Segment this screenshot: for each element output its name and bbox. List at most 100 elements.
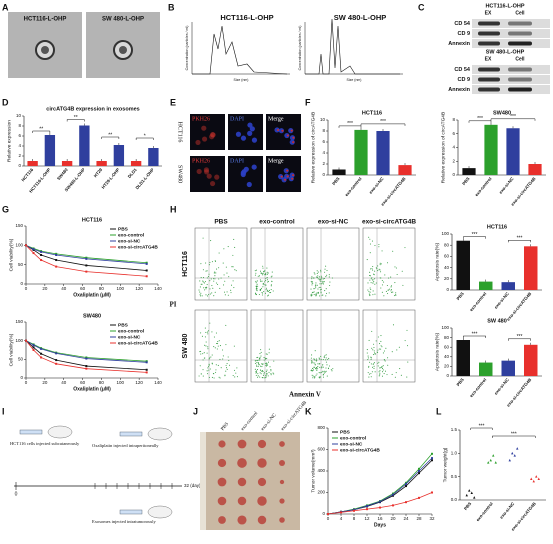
event bbox=[310, 370, 312, 372]
event bbox=[263, 373, 265, 375]
point bbox=[85, 357, 88, 360]
y-tick-label: 0 bbox=[446, 373, 449, 378]
event bbox=[224, 280, 226, 282]
event bbox=[258, 275, 261, 277]
event bbox=[310, 294, 312, 296]
column-label: PKH26 bbox=[192, 116, 210, 122]
event bbox=[319, 278, 322, 280]
tumor bbox=[217, 477, 227, 487]
y-axis-label: PI bbox=[170, 301, 177, 309]
panel-letter: G bbox=[2, 204, 9, 214]
y-tick-label: 6 bbox=[452, 131, 455, 136]
event bbox=[381, 346, 383, 348]
column-label: exo-control bbox=[241, 411, 260, 432]
event bbox=[382, 365, 384, 367]
cell bbox=[201, 125, 207, 131]
event bbox=[201, 283, 203, 285]
flow-plot bbox=[250, 309, 304, 383]
x-tick-label: 0 bbox=[25, 380, 28, 385]
event bbox=[265, 279, 267, 282]
event bbox=[204, 344, 206, 346]
cell bbox=[201, 136, 208, 142]
event bbox=[266, 271, 268, 273]
event bbox=[257, 360, 259, 362]
event bbox=[313, 291, 315, 293]
event bbox=[211, 376, 213, 379]
event bbox=[214, 278, 216, 280]
event bbox=[267, 280, 270, 282]
event bbox=[388, 277, 390, 279]
panel-letter: D bbox=[2, 97, 9, 107]
event bbox=[207, 346, 209, 348]
event bbox=[401, 270, 403, 272]
event bbox=[326, 375, 328, 377]
event bbox=[375, 282, 377, 284]
event bbox=[213, 280, 215, 282]
point bbox=[85, 257, 88, 260]
event bbox=[266, 267, 268, 269]
y-tick-label: 0 bbox=[452, 172, 455, 177]
event bbox=[265, 287, 268, 289]
point bbox=[85, 256, 88, 259]
event bbox=[232, 374, 234, 377]
point bbox=[353, 509, 355, 512]
event bbox=[265, 274, 267, 276]
annotation: Oxaliplatin injected intraperitoneally bbox=[92, 443, 159, 448]
cell-overlay bbox=[280, 175, 283, 178]
event bbox=[207, 365, 210, 367]
event bbox=[200, 353, 202, 355]
event bbox=[311, 294, 313, 296]
significance-bracket bbox=[338, 125, 362, 128]
bar bbox=[479, 362, 493, 376]
y-tick-label: 6 bbox=[322, 139, 325, 144]
event bbox=[198, 375, 200, 377]
event bbox=[229, 364, 231, 366]
fluorescence-image bbox=[190, 114, 225, 150]
event bbox=[256, 369, 259, 371]
tumor bbox=[237, 439, 247, 449]
event bbox=[256, 376, 259, 378]
event bbox=[219, 287, 221, 289]
event bbox=[205, 341, 207, 343]
event bbox=[404, 340, 406, 342]
point bbox=[55, 259, 58, 262]
panel-letter: I bbox=[2, 406, 5, 416]
event bbox=[322, 278, 324, 280]
blot-band bbox=[478, 21, 500, 26]
event bbox=[266, 372, 268, 374]
blot-column: EX bbox=[485, 10, 492, 16]
event bbox=[406, 329, 408, 331]
event bbox=[201, 295, 203, 297]
point bbox=[40, 356, 43, 359]
point bbox=[55, 254, 58, 256]
event bbox=[262, 370, 264, 372]
event bbox=[380, 340, 382, 343]
tumor bbox=[279, 479, 285, 485]
event bbox=[394, 266, 396, 268]
event bbox=[374, 245, 376, 247]
event bbox=[378, 268, 380, 270]
point bbox=[40, 250, 43, 253]
event bbox=[200, 332, 202, 334]
event bbox=[390, 290, 392, 292]
flow-plot bbox=[194, 227, 248, 301]
event bbox=[211, 261, 213, 263]
event bbox=[226, 291, 228, 293]
event bbox=[328, 276, 330, 278]
event bbox=[225, 364, 227, 366]
event bbox=[324, 290, 326, 292]
event bbox=[318, 363, 320, 365]
event bbox=[203, 352, 205, 354]
event bbox=[254, 368, 256, 370]
event bbox=[262, 274, 264, 276]
point bbox=[473, 496, 476, 499]
x-tick-label: exo-control bbox=[475, 501, 494, 522]
y-tick-label: 8 bbox=[322, 128, 325, 133]
point bbox=[431, 452, 433, 455]
event bbox=[311, 354, 313, 356]
y-tick-label: 0.5 bbox=[451, 474, 458, 479]
event bbox=[378, 375, 380, 377]
event bbox=[390, 289, 392, 291]
event bbox=[325, 265, 327, 267]
row-label: SW 480 bbox=[182, 333, 189, 358]
